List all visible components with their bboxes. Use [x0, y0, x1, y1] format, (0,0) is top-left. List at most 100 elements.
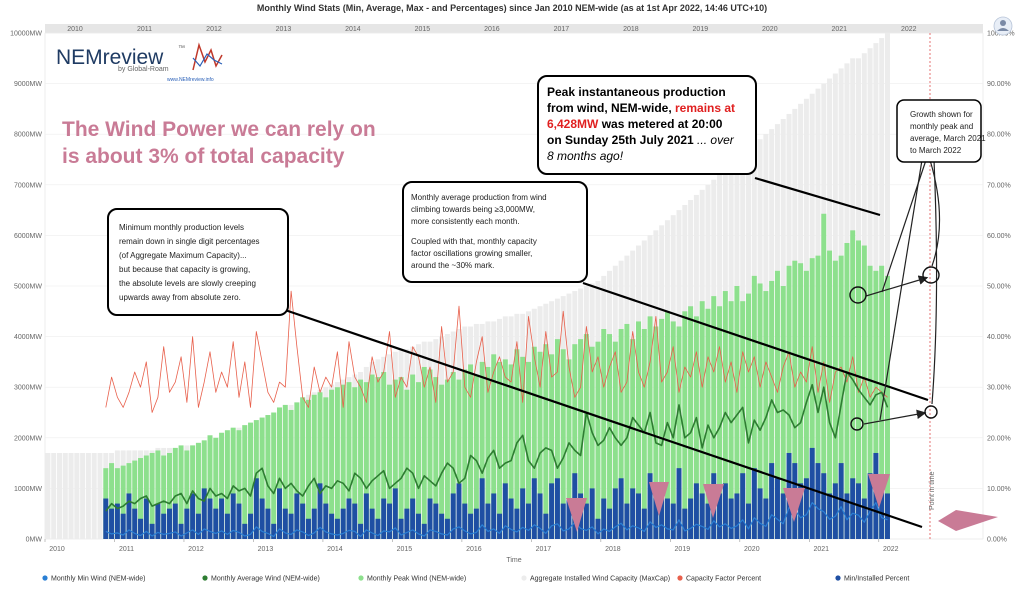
peak-bar [288, 409, 294, 539]
peak-bar [375, 377, 381, 539]
year-band-label: 2016 [484, 26, 500, 33]
pink-arrow-2020-icon [783, 488, 805, 522]
peak-bar [554, 339, 560, 539]
min-pct-bar [554, 478, 560, 539]
zoom-button[interactable] [993, 16, 1013, 36]
min-pct-bar [288, 513, 294, 539]
peak-bar [282, 404, 288, 539]
peak-bar [798, 263, 804, 539]
chart-title: Monthly Wind Stats (Min, Average, Max - … [257, 3, 767, 13]
min-pct-bar [201, 488, 207, 539]
peak-bar [867, 265, 873, 539]
min-pct-bar [630, 488, 636, 539]
peak-bar [132, 460, 138, 539]
peak-bar [676, 326, 682, 539]
x-axis: 2010 2011 2012 2013 2014 2015 2016 2017 2018 2019… [44, 539, 899, 553]
y-tick-label: 4000MW [14, 334, 42, 341]
min-pct-bar [537, 493, 543, 539]
pointer-lines [284, 176, 929, 529]
legend-item: Aggregate Installed Wind Capacity (MaxCa… [530, 576, 670, 583]
peak-bar [317, 392, 323, 539]
min-pct-bar [120, 513, 126, 539]
pink-markers [566, 474, 998, 532]
x-tick-label: 2015 [397, 546, 413, 553]
peak-bar [751, 275, 757, 539]
min-line-3: (of Aggregate Maximum Capacity)... [119, 251, 247, 260]
y-tick-label: 0MW [26, 537, 43, 544]
y-tick-label: 3000MW [14, 385, 42, 392]
pink-arrow-2021-icon [868, 474, 890, 508]
peak-bar [583, 334, 589, 539]
min-pct-bar [485, 503, 491, 539]
x-tick-label: 2021 [814, 546, 830, 553]
peak-bar [525, 361, 531, 539]
min-pct-bar [242, 523, 248, 539]
min-pct-bar [774, 478, 780, 539]
min-pct-bar [664, 498, 670, 539]
logo-mark-icon-2 [192, 53, 223, 68]
year-band-label: 2018 [623, 26, 639, 33]
peak-bar [774, 270, 780, 539]
peak-bar [427, 369, 433, 539]
min-pct-bar [699, 493, 705, 539]
peak-line-5: 8 months ago! [547, 149, 624, 163]
peak-bar [549, 354, 555, 539]
min-pct-bar [821, 473, 827, 539]
peak-bar [462, 369, 468, 539]
peak-bar [363, 382, 369, 539]
y-tick-label: 7000MW [14, 182, 42, 189]
peak-bar [879, 265, 885, 539]
peak-bar [884, 275, 890, 539]
min-pct-bar [583, 503, 589, 539]
claim-line-2: is about 3% of total capacity [62, 145, 345, 168]
peak-bar [618, 329, 624, 539]
peak-bar [398, 377, 404, 539]
min-pct-bar [236, 503, 242, 539]
pink-arrow-2019-icon [703, 484, 724, 518]
peak-bar [433, 377, 439, 539]
logo-mark-icon [192, 42, 223, 71]
min-pct-bar [560, 503, 566, 539]
min-pct-bar [676, 468, 682, 539]
min-pct-bar [525, 503, 531, 539]
min-pct-bar [207, 498, 213, 539]
min-pct-bar [751, 468, 757, 539]
capacity-bar [62, 452, 68, 539]
min-pct-bar [815, 463, 821, 539]
peak-bar [450, 372, 456, 539]
min-pct-bar [317, 483, 323, 539]
year-band-label: 2022 [901, 26, 917, 33]
peak-line-2a: from wind, NEM-wide, [547, 101, 675, 115]
min-pct-bar [479, 478, 485, 539]
min-pct-bar [491, 493, 497, 539]
min-pct-bar [421, 523, 427, 539]
min-pct-bar [769, 463, 775, 539]
minimum-line [105, 502, 888, 538]
min-pct-bar [595, 518, 601, 539]
peak-bar [421, 366, 427, 539]
min-pct-bar [734, 493, 740, 539]
peak-bar [230, 427, 236, 539]
callout-min: Minimum monthly production levels remain… [107, 208, 289, 316]
peak-bars [103, 213, 890, 540]
min-pct-bar [473, 508, 479, 539]
min-pct-bar [456, 483, 462, 539]
peak-bar [502, 359, 508, 539]
min-pct-bar [612, 488, 618, 539]
min-pct-bar [300, 503, 306, 539]
peak-bar [479, 361, 485, 539]
peak-bar [491, 354, 497, 539]
avg-line-3: more consistently each month. [411, 217, 520, 226]
peak-line-4b: ... over [694, 133, 735, 147]
min-pct-bar [607, 508, 613, 539]
peak-bar [300, 397, 306, 539]
min-pct-bar [346, 498, 352, 539]
min-pct-bar [717, 493, 723, 539]
capacity-bar [68, 452, 74, 539]
peak-bar [439, 384, 445, 539]
y2-tick-label: 30.00% [987, 385, 1011, 392]
min-pct-bar [450, 493, 456, 539]
year-band-label: 2011 [137, 26, 152, 33]
legend-marker-icon [835, 575, 841, 581]
